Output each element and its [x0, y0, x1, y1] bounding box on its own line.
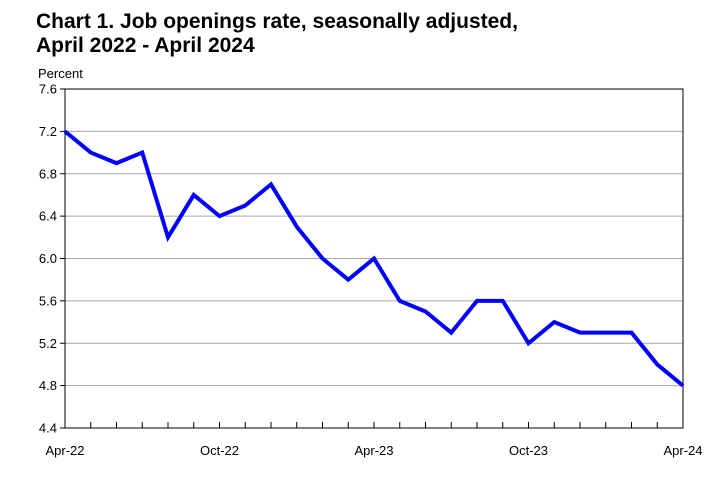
- data-point: [502, 300, 504, 302]
- tick-labels: 4.4 4.8 5.2 5.6 6.0 6.4 6.8 7.2 7.6 Apr-22 Oct-22 A…: [39, 82, 703, 459]
- data-point: [450, 331, 452, 333]
- y-tick-label: 7.2: [39, 124, 57, 139]
- data-point: [64, 130, 66, 132]
- data-point: [605, 331, 607, 333]
- y-tick-label: 5.6: [39, 293, 57, 308]
- series-layer: [63, 129, 685, 388]
- data-point: [476, 300, 478, 302]
- data-point: [630, 331, 632, 333]
- y-tick-label: 7.6: [39, 82, 57, 97]
- data-point: [296, 226, 298, 228]
- axis-ticks: [60, 88, 684, 429]
- data-point: [244, 204, 246, 206]
- chart-title-line-1: Chart 1. Job openings rate, seasonally a…: [36, 10, 518, 33]
- chart-title-line-2: April 2022 - April 2024: [36, 34, 255, 57]
- chart-title: Chart 1. Job openings rate, seasonally a…: [36, 10, 518, 58]
- data-point: [193, 194, 195, 196]
- y-tick-label: 4.8: [39, 378, 57, 393]
- data-point: [347, 278, 349, 280]
- data-point: [527, 342, 529, 344]
- x-tick-label: Apr-24: [663, 443, 702, 458]
- y-tick-label: 6.8: [39, 166, 57, 181]
- data-point: [90, 151, 92, 153]
- data-point: [553, 321, 555, 323]
- data-point: [141, 151, 143, 153]
- data-point: [373, 257, 375, 259]
- gridlines: [65, 130, 683, 387]
- y-tick-label: 4.4: [39, 421, 57, 436]
- data-point: [115, 162, 117, 164]
- data-point: [321, 257, 323, 259]
- x-tick-label: Apr-22: [45, 443, 84, 458]
- data-point: [656, 363, 658, 365]
- y-tick-label: 6.0: [39, 251, 57, 266]
- series-line-job-openings-rate: [63, 129, 685, 388]
- data-point: [270, 183, 272, 185]
- data-point: [218, 215, 220, 217]
- data-point: [579, 331, 581, 333]
- data-point: [682, 384, 684, 386]
- x-tick-label: Apr-23: [354, 443, 393, 458]
- y-tick-label: 6.4: [39, 209, 57, 224]
- data-point: [424, 310, 426, 312]
- y-axis-unit-label: Percent: [38, 66, 83, 81]
- x-tick-label: Oct-22: [200, 443, 239, 458]
- x-tick-label: Oct-23: [509, 443, 548, 458]
- y-tick-label: 5.2: [39, 336, 57, 351]
- data-point: [399, 300, 401, 302]
- data-point: [167, 236, 169, 238]
